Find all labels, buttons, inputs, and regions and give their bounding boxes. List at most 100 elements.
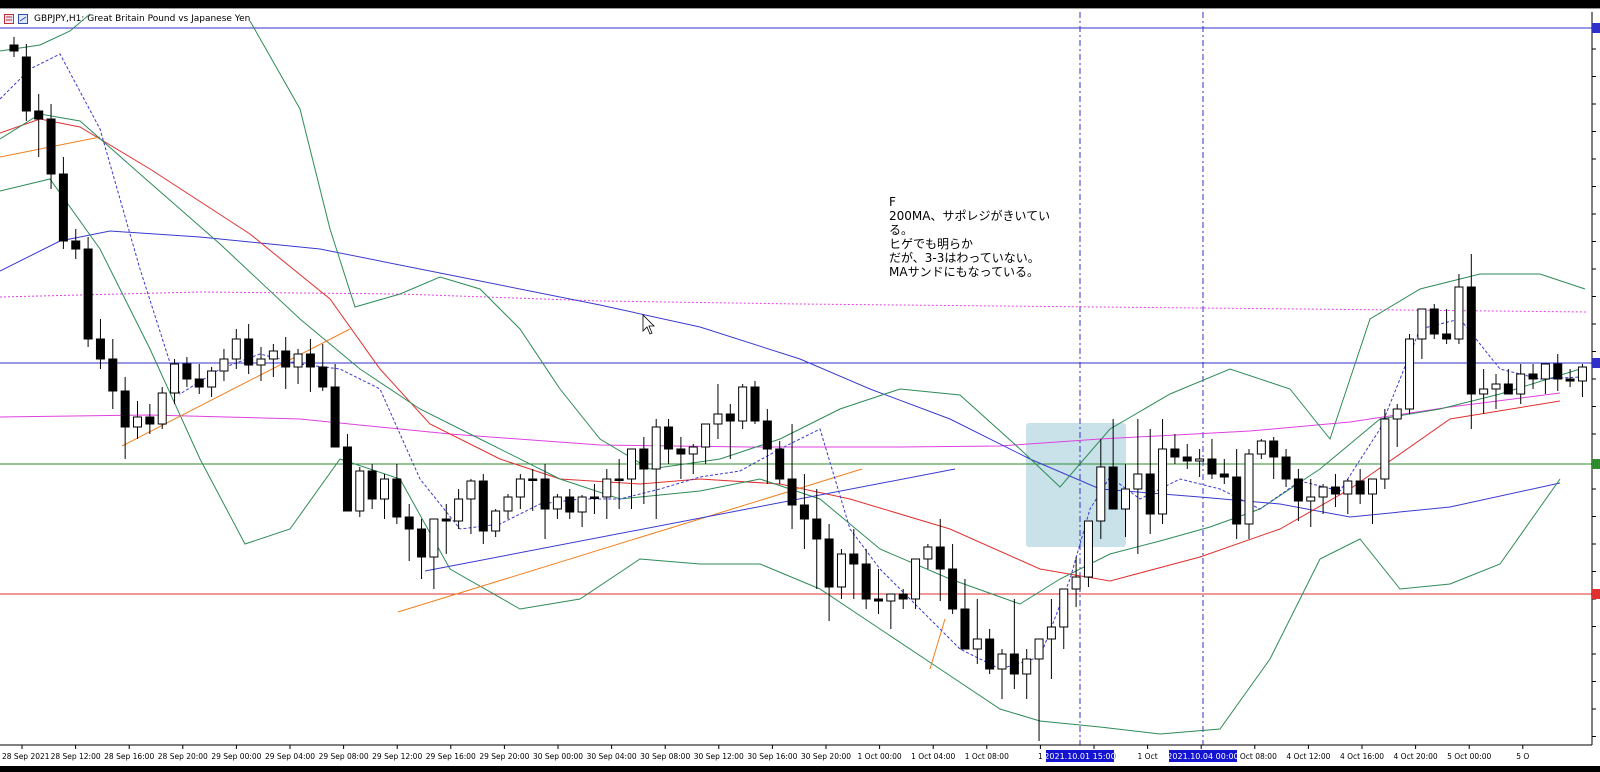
candle [874,569,883,614]
candle [182,357,192,387]
candle-body-bear [367,470,377,500]
candle-body-bull [1577,366,1587,382]
candle [231,329,241,369]
price-tag-blue-mid [1592,358,1600,368]
candle [1429,304,1439,339]
candle-body-bull [207,370,217,388]
candle [935,519,945,601]
candle-body-bear [874,598,883,602]
candle-body-bull [256,358,266,366]
cursor-label-2: 2021.10.04 00:00 [1167,750,1239,762]
time-label: 29 Sep 08:00 [319,752,369,761]
candle-body-bear [478,480,488,532]
candle-body-bull [170,363,180,394]
candle [1071,557,1081,607]
candle [1503,369,1513,395]
candle [318,344,328,391]
candle-body-bull [268,350,278,360]
chart-window-icon[interactable] [18,14,28,24]
candle-body-bear [799,504,809,520]
candle [392,464,402,524]
candle [812,489,822,589]
candle-body-bear [1281,456,1291,480]
candle-body-bear [1565,378,1575,382]
candle [701,423,711,464]
candle-body-bull [713,413,723,425]
candle-body-bear [898,593,908,600]
candle-body-bear [565,496,575,513]
candle-body-bull [1405,338,1415,410]
candle [95,319,105,369]
time-label: 30 Sep 20:00 [801,752,851,761]
candle [627,448,636,509]
candle [725,404,735,459]
candle [972,599,982,664]
trendline-orange-1[interactable] [121,328,351,447]
candle-body-bull [1306,496,1316,502]
candle [1059,588,1069,649]
candle-body-bull [503,496,513,512]
candle [244,324,254,374]
candle [1479,369,1489,414]
candle-body-bull [1454,286,1464,340]
candle [219,349,229,381]
candle-body-bear [1355,480,1365,495]
annotation-line: MAサンドにもなっている。 [889,265,1039,279]
candle-body-bear [1108,466,1118,510]
candle-body-bear [985,638,995,670]
candle-body-bear [664,426,674,450]
candle [1466,254,1476,429]
candle [293,349,303,384]
candle-body-bull [157,392,167,425]
candle [21,44,31,121]
candle-body-bear [21,56,31,112]
candle-body-bear [824,538,834,588]
candle [355,467,365,517]
candle [1046,599,1056,679]
candle [417,519,427,579]
candle-body-bear [960,608,970,650]
candle-body-bull [972,638,982,650]
candle [762,409,772,484]
chart-menu-icon[interactable] [4,14,14,24]
candle [1083,520,1093,587]
candle-body-bull [1133,473,1143,490]
candle-body-bull [1096,466,1106,522]
trendline-orange-3[interactable] [929,618,946,670]
candle [738,384,748,429]
candle [589,484,599,514]
time-label: 29 Sep 04:00 [265,752,315,761]
candle [1405,334,1415,414]
candle-body-bear [58,173,68,242]
candle-body-bull [1368,478,1377,495]
candle [1207,439,1217,479]
candle [1454,274,1464,344]
candle [1244,449,1254,539]
candle-body-bull [466,480,476,500]
price-chart[interactable]: 28 Sep 2021 28 Sep 12:00 28 Sep 16:00 28 Se… [0,9,1600,766]
candle-body-bear [849,553,859,565]
candle [985,629,995,674]
candle-body-bull [355,470,365,512]
trendline-blue-1[interactable] [424,468,956,572]
candle [775,441,785,484]
candle-body-bull [1022,658,1032,675]
time-label: 4 Oct 20:00 [1394,752,1438,761]
candle-body-bear [194,378,204,388]
candle [676,437,686,479]
candle-body-bear [528,478,538,481]
annotation-text[interactable]: F200MA、サポレジがきいている。ヒゲでも明らかだが、3-3はわっていない。M… [889,195,1050,279]
candle-body-bear [676,448,686,455]
candle-body-bear [1170,448,1180,458]
candle [787,424,797,529]
candle-body-bull [1244,453,1254,525]
candle-body-bear [1503,383,1513,395]
candle [1540,363,1550,394]
candle [948,544,958,614]
candle [145,404,155,434]
trendline-orange-2[interactable] [397,468,863,613]
candle-body-bull [1158,448,1168,515]
candle-body-bear [281,350,291,368]
candle-body-bear [330,386,340,448]
candle [1577,364,1587,397]
